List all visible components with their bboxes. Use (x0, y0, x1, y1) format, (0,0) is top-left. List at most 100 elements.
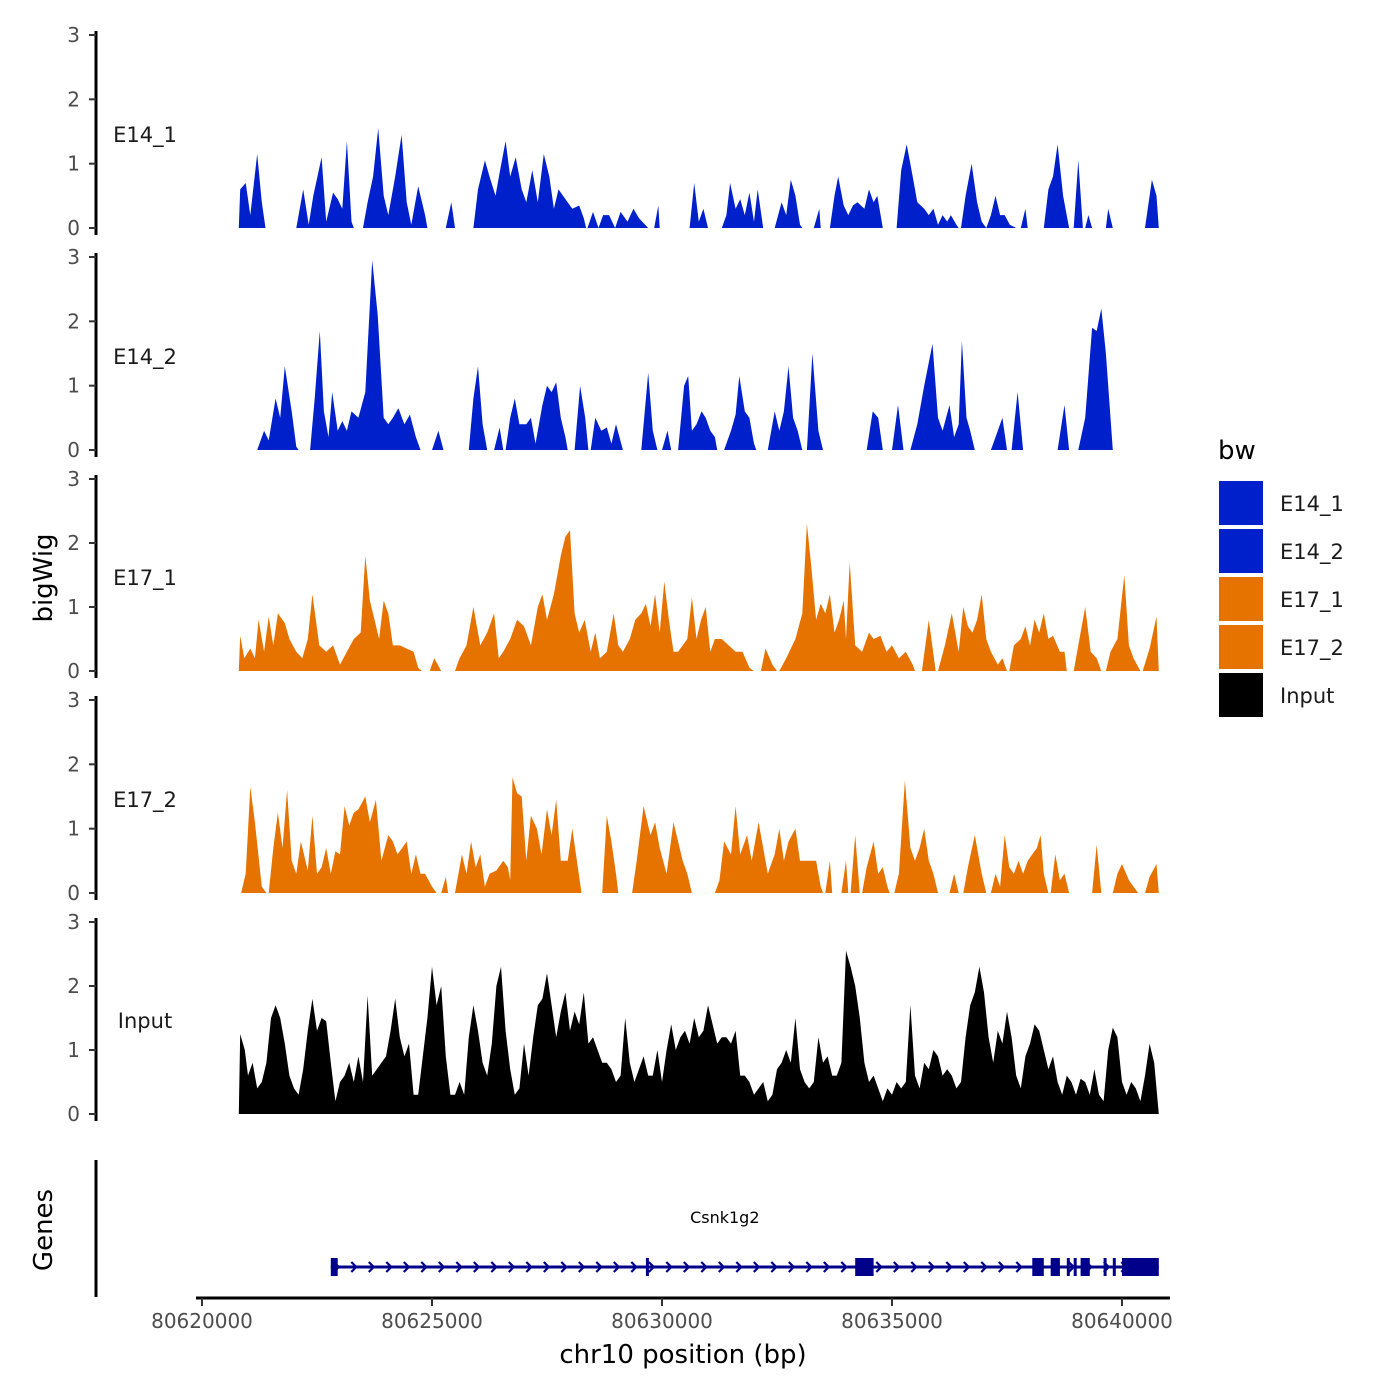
strand-arrow (963, 1261, 971, 1273)
legend-title: bw (1218, 436, 1256, 466)
strand-arrow (595, 1261, 603, 1273)
strand-arrow (980, 1261, 988, 1273)
strand-arrow (385, 1261, 393, 1273)
track-label: E14_2 (113, 345, 177, 370)
x-axis: 80620000 80625000 80630000 80635000 80640000 (151, 1296, 1173, 1333)
y-tick-label: 2 (67, 974, 80, 998)
track-label: E14_1 (113, 123, 177, 148)
legend-swatch (1219, 577, 1263, 621)
x-tick-label: 80630000 (611, 1309, 713, 1333)
y-tick-label: 2 (67, 531, 80, 555)
strand-arrow (525, 1261, 533, 1273)
track-label: Input (118, 1009, 172, 1033)
area-series-input (238, 950, 1159, 1114)
strand-arrow (403, 1261, 411, 1273)
y-tick-label: 1 (67, 595, 80, 619)
strand-arrow (910, 1261, 918, 1273)
coverage-tracks: 0 1 2 3 E14_1 0 1 2 3 E14_2 0 1 2 3 E17_1 0 1 2 3 E17_2 0 1 2 3… (67, 23, 1159, 1126)
exon-block (330, 1258, 338, 1276)
y-tick-label: 1 (67, 817, 80, 841)
strand-arrow (718, 1261, 726, 1273)
y-tick-label: 1 (67, 374, 80, 398)
y-tick-label: 0 (67, 881, 80, 905)
strand-arrow (805, 1261, 813, 1273)
exon-block (1112, 1258, 1116, 1276)
gene-annotation-panel: Csnk1g2 (94, 1160, 1159, 1297)
legend-label: E17_2 (1280, 636, 1344, 661)
y-tick-label: 3 (67, 245, 80, 269)
strand-arrow (735, 1261, 743, 1273)
strand-arrow (560, 1261, 568, 1273)
exon-block (1080, 1258, 1090, 1276)
x-tick-label: 80625000 (381, 1309, 483, 1333)
exon-block (855, 1258, 874, 1276)
strand-arrow (945, 1261, 953, 1273)
strand-arrow (455, 1261, 463, 1273)
y-tick-label: 1 (67, 152, 80, 176)
y-tick-label: 3 (67, 467, 80, 491)
y-axis-title: bigWig (29, 533, 59, 622)
legend-swatch (1219, 673, 1263, 717)
track-e14-2: 0 1 2 3 E14_2 (67, 245, 1113, 462)
strand-arrow (420, 1261, 428, 1273)
strand-arrow (438, 1261, 446, 1273)
strand-arrow (700, 1261, 708, 1273)
legend-label: E14_2 (1280, 540, 1344, 565)
legend-label: E14_1 (1280, 492, 1344, 517)
x-tick-label: 80620000 (151, 1309, 253, 1333)
strand-arrow (368, 1261, 376, 1273)
y-tick-label: 0 (67, 1102, 80, 1126)
y-tick-label: 0 (67, 659, 80, 683)
y-tick-label: 3 (67, 688, 80, 712)
strand-arrow (578, 1261, 586, 1273)
y-tick-label: 2 (67, 752, 80, 776)
track-label: E17_2 (113, 788, 177, 813)
track-input: 0 1 2 3 Input (67, 910, 1159, 1126)
strand-arrow (875, 1261, 883, 1273)
track-label: E17_1 (113, 566, 177, 591)
exon-block (1032, 1258, 1044, 1276)
strand-arrow (753, 1261, 761, 1273)
strand-arrow (998, 1261, 1006, 1273)
exon-block (1122, 1258, 1159, 1276)
exon-block (1103, 1258, 1107, 1276)
legend-swatch (1219, 481, 1263, 525)
area-series-e14-1 (238, 128, 1159, 228)
gene-csnk1g2: Csnk1g2 (330, 1208, 1159, 1276)
track-e14-1: 0 1 2 3 E14_1 (67, 23, 1159, 240)
strand-arrow (508, 1261, 516, 1273)
legend-item-e17-1: E17_1 (1219, 577, 1344, 621)
strand-arrow (350, 1261, 358, 1273)
legend: bw E14_1 E14_2 E17_1 E17_2 Input (1218, 436, 1344, 717)
strand-arrow (473, 1261, 481, 1273)
legend-item-e14-1: E14_1 (1219, 481, 1344, 525)
strand-arrow (613, 1261, 621, 1273)
y-tick-label: 0 (67, 216, 80, 240)
y-tick-label: 3 (67, 910, 80, 934)
y-tick-label: 2 (67, 87, 80, 111)
track-e17-2: 0 1 2 3 E17_2 (67, 688, 1159, 905)
legend-item-input: Input (1219, 673, 1334, 717)
strand-arrow (928, 1261, 936, 1273)
strand-arrow (665, 1261, 673, 1273)
strand-arrow (893, 1261, 901, 1273)
track-e17-1: 0 1 2 3 E17_1 (67, 467, 1159, 683)
gene-name-label: Csnk1g2 (690, 1208, 759, 1227)
legend-item-e17-2: E17_2 (1219, 625, 1344, 669)
y-tick-label: 1 (67, 1038, 80, 1062)
area-series-e14-2 (257, 260, 1113, 450)
legend-swatch (1219, 625, 1263, 669)
strand-arrow (770, 1261, 778, 1273)
y-tick-label: 2 (67, 309, 80, 333)
legend-label: Input (1280, 684, 1334, 708)
strand-arrow (683, 1261, 691, 1273)
strand-arrow (543, 1261, 551, 1273)
strand-arrow (823, 1261, 831, 1273)
strand-arrow (1015, 1261, 1023, 1273)
legend-swatch (1219, 529, 1263, 573)
legend-label: E17_1 (1280, 588, 1344, 613)
legend-item-e14-2: E14_2 (1219, 529, 1344, 573)
strand-arrow (490, 1261, 498, 1273)
x-axis-title: chr10 position (bp) (559, 1340, 806, 1370)
